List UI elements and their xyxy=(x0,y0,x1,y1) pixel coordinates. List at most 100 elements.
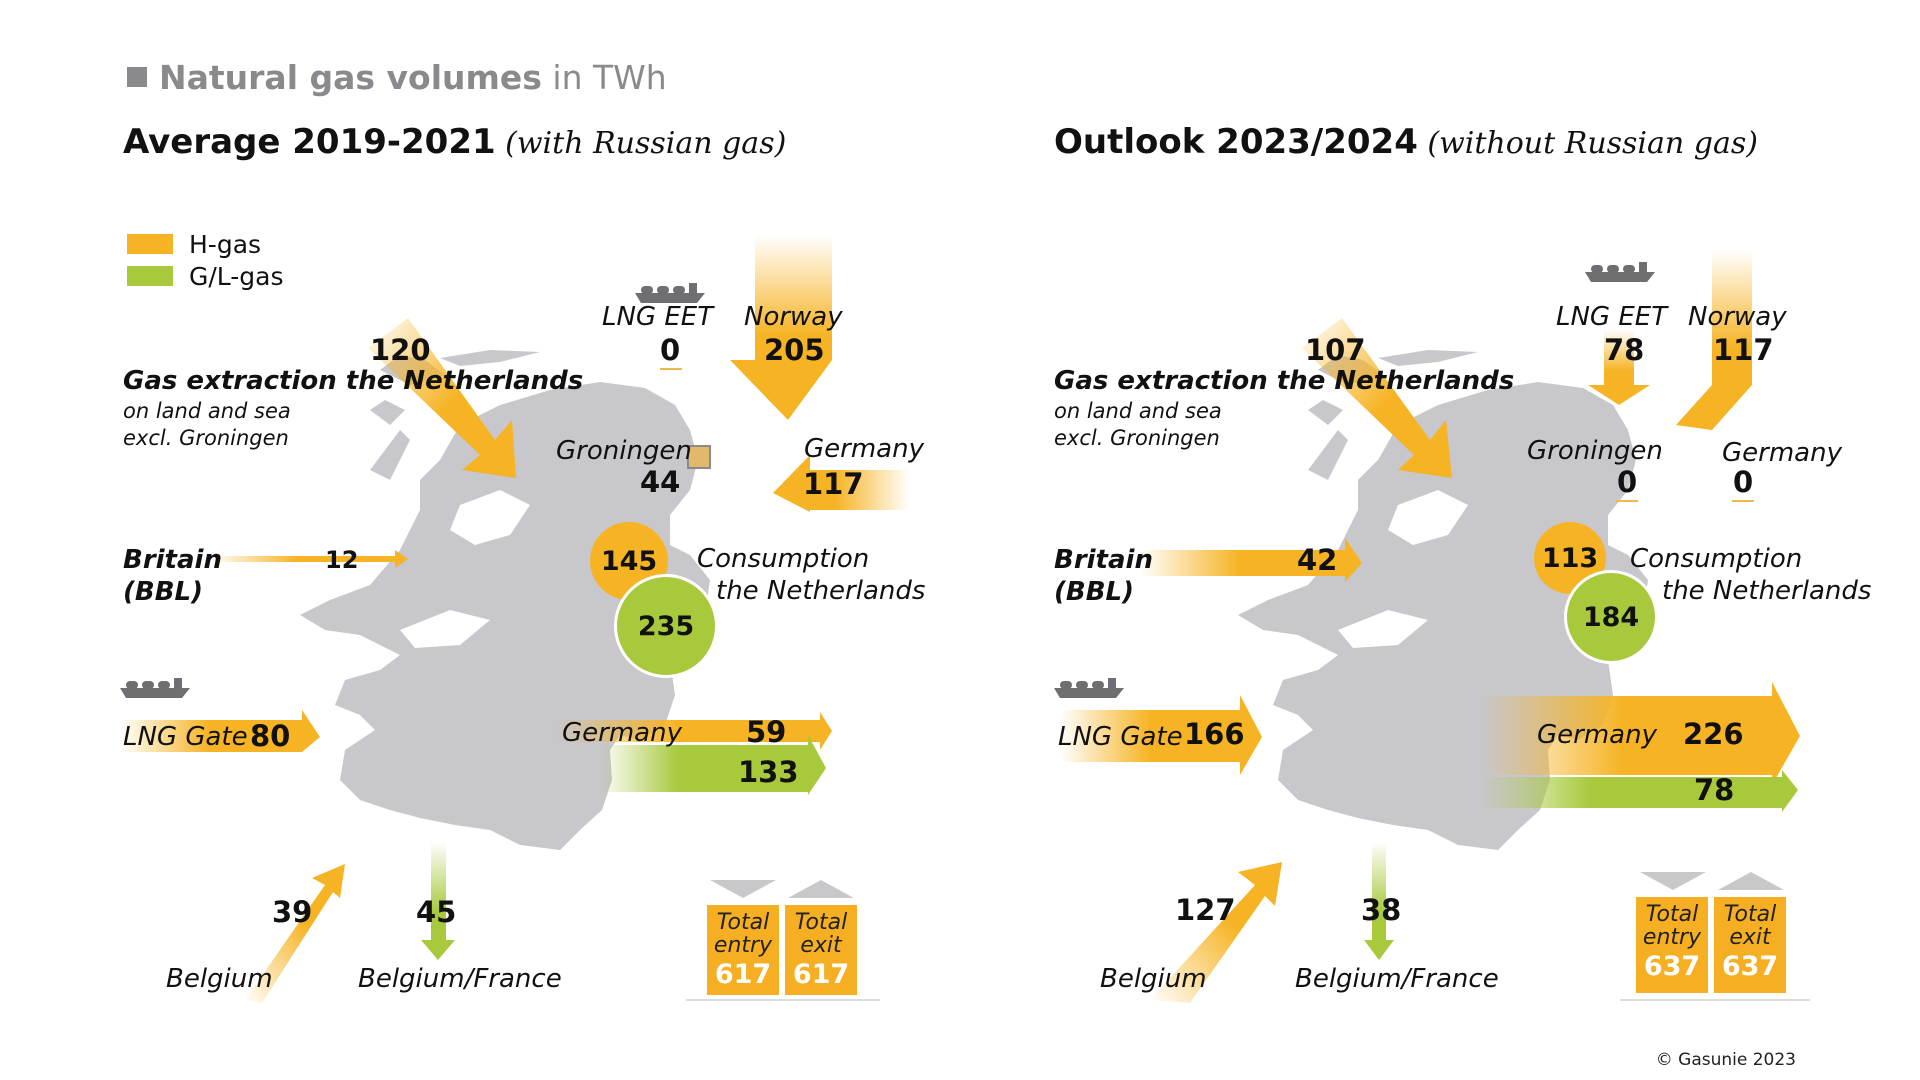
left-groningen-label: Groningen xyxy=(556,436,692,466)
right-norway-arrow xyxy=(1676,250,1752,430)
legend-label-gl-gas: G/L-gas xyxy=(189,261,284,291)
left-total-entry-triangle xyxy=(710,880,776,898)
right-lng-gate-value: 166 xyxy=(1184,717,1245,751)
left-belgium-label: Belgium xyxy=(166,964,273,994)
left-germany-out-gl-arrow xyxy=(600,735,826,795)
left-britain-value: 12 xyxy=(325,546,359,574)
right-extraction-sub1: on land and sea xyxy=(1054,399,1222,423)
right-britain-value: 42 xyxy=(1297,543,1338,577)
legend-item-gl-gas: G/L-gas xyxy=(127,260,284,292)
left-belgium-arrow xyxy=(245,864,345,1003)
right-germany-out-h-value: 226 xyxy=(1683,717,1744,751)
right-norway-value: 117 xyxy=(1713,333,1774,367)
right-groningen-underline xyxy=(1616,500,1638,502)
right-consumption-h-circle: 113 xyxy=(1534,522,1606,594)
left-norway-value: 205 xyxy=(764,333,825,367)
left-extraction-sub2: excl. Groningen xyxy=(123,426,289,450)
left-germany-in-arrow xyxy=(773,455,910,512)
right-lng-gate-ship-icon xyxy=(1054,678,1124,698)
right-lng-eet-label: LNG EET xyxy=(1556,302,1668,332)
left-lng-gate-arrow xyxy=(120,710,320,752)
right-total-exit-box: Total exit 637 xyxy=(1714,897,1786,993)
right-britain-label2: (BBL) xyxy=(1054,577,1134,607)
left-britain-label2: (BBL) xyxy=(123,577,203,607)
header-square-icon xyxy=(127,67,147,87)
left-lng-eet-ship-icon xyxy=(635,283,705,303)
left-britain-arrow xyxy=(210,550,408,568)
right-extraction-label: Gas extraction the Netherlands xyxy=(1054,366,1515,396)
left-panel-title: Average 2019-2021 (with Russian gas) xyxy=(123,122,786,162)
left-total-entry-label2: entry xyxy=(713,933,773,959)
left-groningen-marker xyxy=(687,445,711,469)
left-total-exit-label1: Total xyxy=(794,910,848,935)
left-belgium-france-arrow xyxy=(421,842,455,960)
left-extraction-sub1: on land and sea xyxy=(123,399,291,423)
right-germany-out-label: Germany xyxy=(1537,720,1657,750)
right-groningen-value: 0 xyxy=(1617,465,1638,499)
left-title-bold: Average 2019-2021 xyxy=(123,122,496,162)
right-total-entry-value: 637 xyxy=(1643,951,1701,983)
left-germany-in-label: Germany xyxy=(804,434,924,464)
right-panel-title: Outlook 2023/2024 (without Russian gas) xyxy=(1054,122,1758,162)
left-lng-eet-underline xyxy=(660,368,682,370)
right-total-exit-value: 637 xyxy=(1721,951,1779,983)
right-extraction-value: 107 xyxy=(1305,333,1366,367)
right-britain-label1: Britain xyxy=(1054,545,1153,575)
right-norway-label: Norway xyxy=(1688,302,1787,332)
legend: H-gas G/L-gas xyxy=(127,228,284,292)
right-total-entry-triangle xyxy=(1640,872,1706,890)
right-total-entry-label1: Total xyxy=(1645,902,1699,927)
left-lng-gate-label: LNG Gate xyxy=(123,722,248,752)
left-lng-eet-label: LNG EET xyxy=(602,302,714,332)
right-germany-in-underline xyxy=(1732,500,1754,502)
right-consumption-label1: Consumption xyxy=(1630,544,1803,574)
right-belgium-value: 127 xyxy=(1175,893,1236,927)
left-total-exit-triangle xyxy=(788,880,854,898)
left-consumption-gl-circle: 235 xyxy=(614,574,718,678)
left-extraction-arrow xyxy=(368,318,516,478)
right-germany-in-label: Germany xyxy=(1722,438,1842,468)
right-belgium-france-arrow xyxy=(1364,842,1394,960)
right-germany-in-value: 0 xyxy=(1733,465,1754,499)
left-extraction-label: Gas extraction the Netherlands xyxy=(123,366,584,396)
right-belgium-france-label: Belgium/France xyxy=(1295,964,1499,994)
diagram-header: Natural gas volumes in TWh xyxy=(127,58,667,97)
left-belgium-france-value: 45 xyxy=(416,895,457,929)
right-belgium-france-value: 38 xyxy=(1361,893,1402,927)
left-germany-in-value: 117 xyxy=(803,467,864,501)
right-germany-out-h-arrow xyxy=(1480,682,1800,785)
left-germany-out-h-value: 59 xyxy=(746,715,787,749)
right-title-bold: Outlook 2023/2024 xyxy=(1054,122,1418,162)
left-norway-label: Norway xyxy=(744,302,843,332)
left-norway-arrow xyxy=(730,235,832,420)
gl-gas-swatch xyxy=(127,266,173,286)
left-lng-gate-ship-icon xyxy=(120,678,190,698)
right-lng-gate-label: LNG Gate xyxy=(1058,722,1183,752)
legend-item-h-gas: H-gas xyxy=(127,228,284,260)
header-title-bold: Natural gas volumes xyxy=(159,58,542,97)
left-total-entry-label1: Total xyxy=(716,910,770,935)
header-title-unit: in TWh xyxy=(541,58,667,97)
right-extraction-sub2: excl. Groningen xyxy=(1054,426,1220,450)
right-extraction-arrow xyxy=(1302,318,1452,478)
right-germany-out-gl-value: 78 xyxy=(1694,773,1735,807)
right-lng-eet-ship-icon xyxy=(1585,262,1655,282)
left-title-italic: (with Russian gas) xyxy=(495,126,787,161)
right-total-entry-box: Total entry 637 xyxy=(1636,897,1708,993)
left-lng-gate-value: 80 xyxy=(250,719,291,753)
left-groningen-value: 44 xyxy=(640,465,681,499)
right-germany-out-gl-arrow xyxy=(1480,770,1798,812)
right-consumption-gl-circle: 184 xyxy=(1564,570,1658,664)
right-lng-eet-value: 78 xyxy=(1604,333,1645,367)
right-total-exit-label2: exit xyxy=(1729,925,1771,951)
left-lng-eet-value: 0 xyxy=(660,333,681,367)
right-belgium-label: Belgium xyxy=(1100,964,1207,994)
h-gas-swatch xyxy=(127,234,173,254)
left-consumption-label2: the Netherlands xyxy=(716,576,926,606)
right-belgium-arrow xyxy=(1150,862,1282,1003)
right-total-exit-triangle xyxy=(1718,872,1784,890)
right-groningen-label: Groningen xyxy=(1527,436,1663,466)
left-total-entry-value: 617 xyxy=(714,959,772,991)
legend-label-h-gas: H-gas xyxy=(189,229,262,259)
